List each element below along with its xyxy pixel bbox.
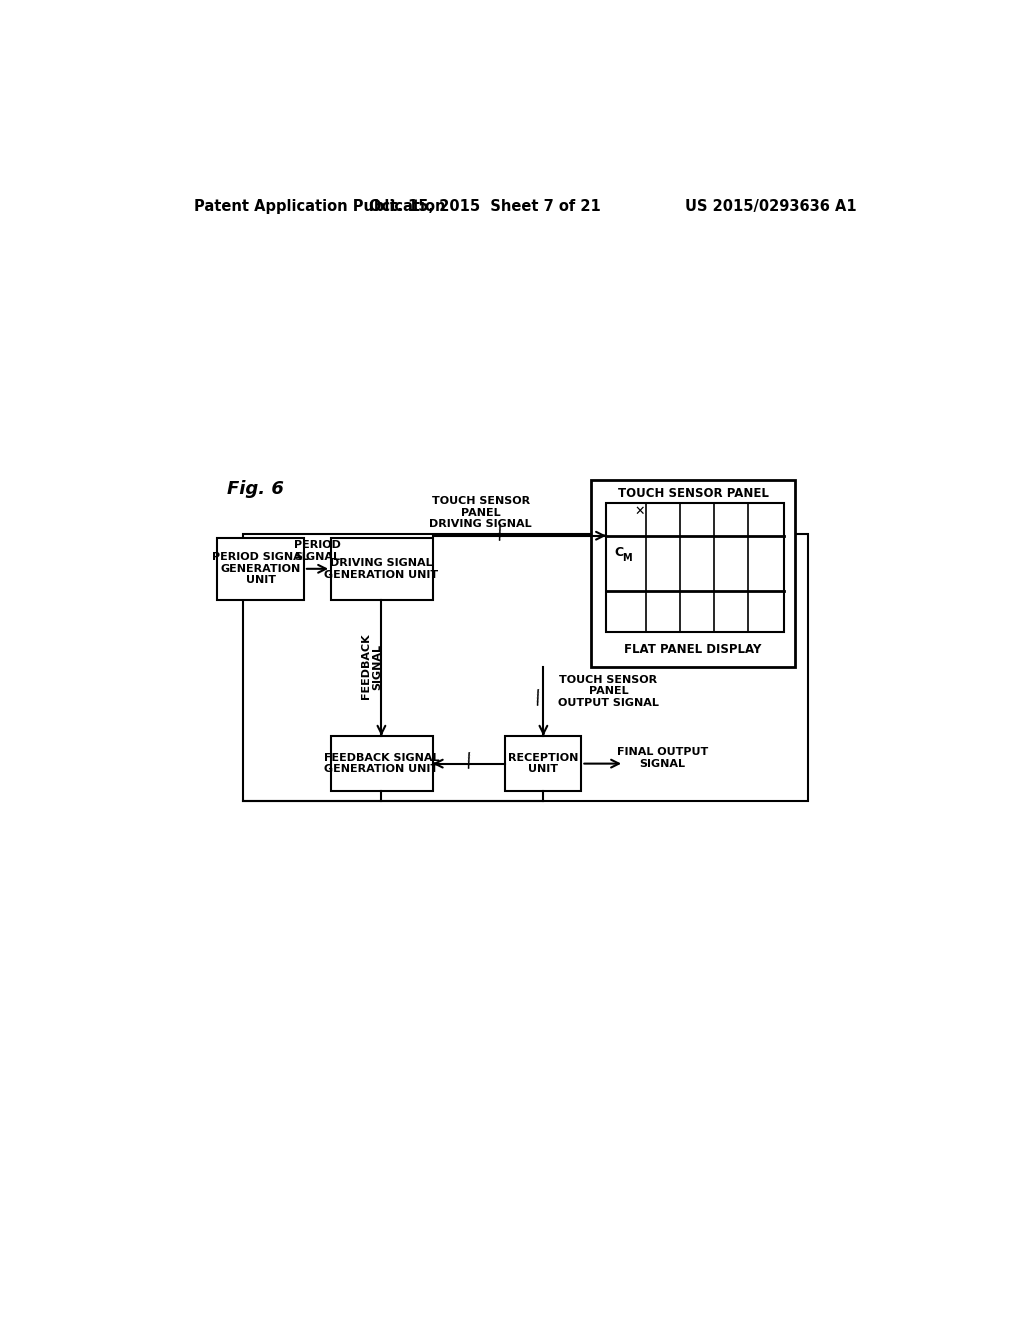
- Bar: [331, 539, 432, 599]
- Text: Fig. 6: Fig. 6: [227, 480, 284, 499]
- Text: C: C: [614, 546, 624, 560]
- Text: FLAT PANEL DISPLAY: FLAT PANEL DISPLAY: [625, 643, 762, 656]
- Text: TOUCH SENSOR PANEL: TOUCH SENSOR PANEL: [617, 487, 768, 500]
- Bar: [592, 480, 795, 667]
- Text: PERIOD
SIGNAL: PERIOD SIGNAL: [294, 540, 341, 562]
- Text: FEEDBACK SIGNAL
GENERATION UNIT: FEEDBACK SIGNAL GENERATION UNIT: [324, 752, 439, 775]
- Text: ✕: ✕: [634, 504, 645, 517]
- Bar: [217, 539, 304, 599]
- Text: FEEDBACK
SIGNAL: FEEDBACK SIGNAL: [360, 634, 382, 700]
- Text: /: /: [534, 688, 545, 708]
- Text: /: /: [495, 523, 506, 544]
- Text: Oct. 15, 2015  Sheet 7 of 21: Oct. 15, 2015 Sheet 7 of 21: [369, 198, 600, 214]
- Bar: [506, 737, 582, 791]
- Bar: [606, 503, 784, 632]
- Text: TOUCH SENSOR
PANEL
OUTPUT SIGNAL: TOUCH SENSOR PANEL OUTPUT SIGNAL: [558, 675, 658, 708]
- Text: M: M: [623, 553, 632, 564]
- Text: US 2015/0293636 A1: US 2015/0293636 A1: [685, 198, 856, 214]
- Text: TOUCH SENSOR
PANEL
DRIVING SIGNAL: TOUCH SENSOR PANEL DRIVING SIGNAL: [429, 496, 531, 529]
- Bar: [331, 737, 432, 791]
- Text: /: /: [463, 751, 475, 771]
- Bar: [243, 535, 809, 801]
- Text: PERIOD SIGNAL
GENERATION
UNIT: PERIOD SIGNAL GENERATION UNIT: [212, 552, 309, 585]
- Text: FINAL OUTPUT
SIGNAL: FINAL OUTPUT SIGNAL: [617, 747, 709, 770]
- Text: RECEPTION
UNIT: RECEPTION UNIT: [508, 752, 579, 775]
- Text: Patent Application Publication: Patent Application Publication: [194, 198, 445, 214]
- Text: DRIVING SIGNAL
GENERATION UNIT: DRIVING SIGNAL GENERATION UNIT: [325, 558, 438, 579]
